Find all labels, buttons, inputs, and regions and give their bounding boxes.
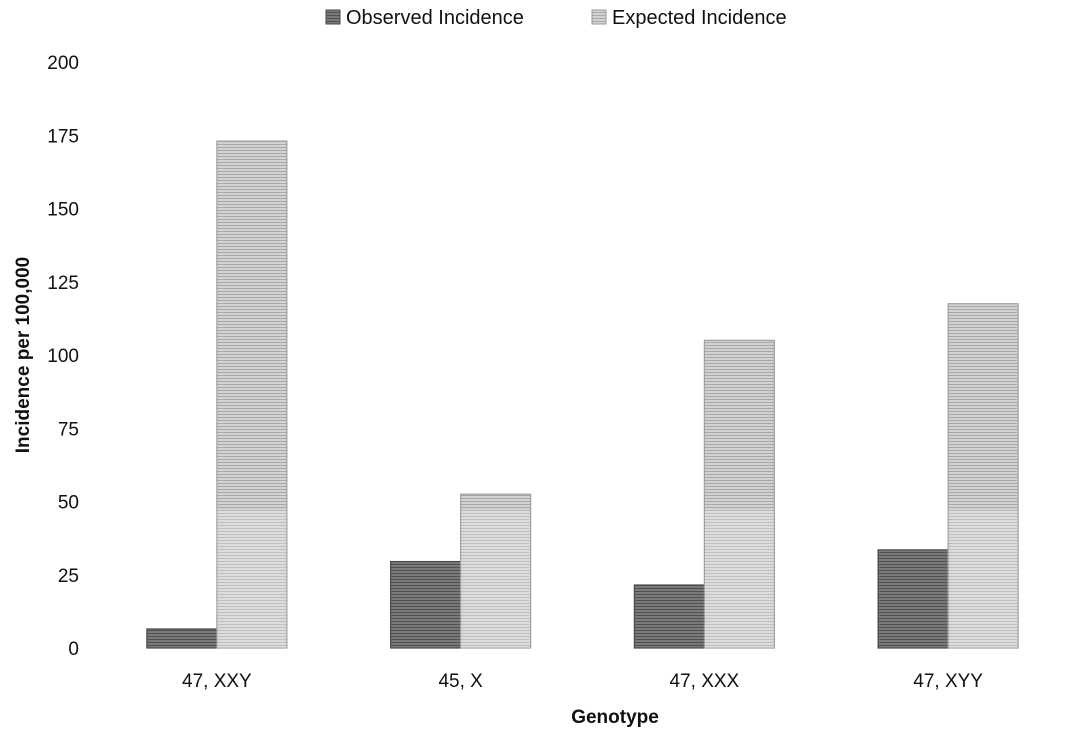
- y-tick-label: 100: [47, 346, 79, 367]
- legend: Observed Incidence Expected Incidence: [325, 7, 787, 29]
- bar-observed-0: [146, 628, 218, 649]
- y-tick-label: 50: [58, 493, 79, 514]
- y-tick-label: 0: [68, 639, 79, 660]
- legend-swatch-expected: [591, 9, 607, 25]
- x-tick-label: 47, XXX: [670, 671, 740, 692]
- bar-expected-2: [703, 339, 775, 649]
- y-tick-label: 125: [47, 273, 79, 294]
- bars: [146, 140, 1019, 649]
- legend-label-observed: Observed Incidence: [346, 7, 524, 29]
- x-tick-label: 47, XYY: [913, 671, 983, 692]
- legend-swatch-observed: [325, 9, 341, 25]
- bar-highlight-3: [948, 510, 1018, 648]
- bar-highlight-2: [704, 510, 774, 648]
- y-tick-label: 25: [58, 566, 79, 587]
- bar-expected-1: [460, 493, 532, 649]
- bar-highlight-0: [217, 510, 287, 648]
- bar-expected-0: [216, 140, 288, 649]
- bar-observed-1: [390, 560, 462, 649]
- y-tick-label: 200: [47, 53, 79, 74]
- x-axis-label: Genotype: [571, 707, 659, 728]
- y-axis-label: Incidence per 100,000: [13, 257, 34, 453]
- y-tick-label: 150: [47, 200, 79, 221]
- bar-expected-3: [947, 303, 1019, 649]
- x-tick-label: 47, XXY: [182, 671, 252, 692]
- x-axis-ticks: 47, XXY 45, X 47, XXX 47, XYY: [182, 671, 983, 692]
- y-axis-ticks: 0 25 50 75 100 125 150 175 200: [47, 53, 79, 660]
- x-tick-label: 45, X: [438, 671, 483, 692]
- bar-observed-2: [633, 584, 705, 649]
- bar-highlight-1: [461, 510, 531, 648]
- y-tick-label: 175: [47, 126, 79, 147]
- bar-observed-3: [877, 549, 949, 649]
- legend-label-expected: Expected Incidence: [612, 7, 787, 29]
- y-tick-label: 75: [58, 419, 79, 440]
